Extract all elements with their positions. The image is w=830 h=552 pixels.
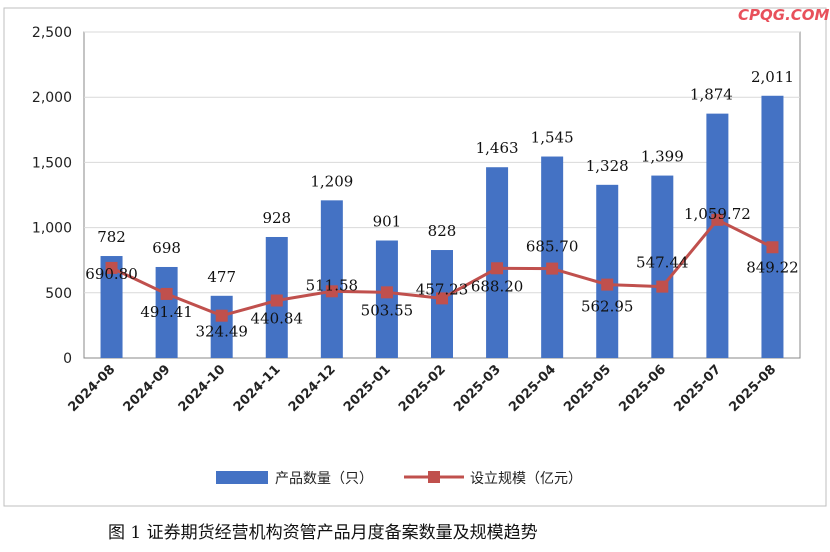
- line-marker: [270, 294, 283, 307]
- line-marker: [491, 262, 504, 275]
- bar-value-label: 698: [152, 239, 181, 257]
- bar-value-label: 782: [97, 228, 126, 246]
- x-tick-label: 2025-02: [396, 362, 449, 415]
- y-tick-label: 1,500: [32, 155, 72, 171]
- line-value-label: 685.70: [526, 238, 579, 256]
- line-value-label: 457.23: [416, 280, 469, 298]
- grid-lines: [3, 7, 827, 507]
- line-marker: [656, 280, 669, 293]
- line-marker: [711, 213, 724, 226]
- legend-line-label: 设立规模（亿元）: [470, 471, 582, 487]
- line-value-label: 547.44: [636, 254, 689, 272]
- bar-value-label: 901: [373, 213, 402, 231]
- line-marker: [436, 292, 448, 305]
- bar-value-label: 1,545: [531, 129, 574, 147]
- legend-line-marker: [428, 471, 440, 483]
- line-marker: [160, 287, 173, 300]
- bar: [375, 240, 398, 358]
- line-value-label: 324.49: [195, 323, 248, 341]
- x-tick-label: 2025-07: [671, 362, 724, 415]
- bar: [651, 175, 674, 358]
- x-tick-label: 2025-04: [506, 362, 559, 415]
- y-axis-ticks: 0 500 1,000 1,500 2,000 2,500: [32, 25, 72, 367]
- bar: [541, 156, 564, 358]
- line-marker: [546, 262, 559, 275]
- line-marker: [380, 286, 393, 299]
- bar: [596, 184, 619, 358]
- x-tick-label: 2025-01: [341, 362, 394, 415]
- line-value-label: 511.58: [306, 276, 359, 294]
- bar: [761, 95, 784, 359]
- line-series: [105, 213, 779, 322]
- line-marker: [601, 278, 614, 291]
- line-value-label: 503.55: [361, 301, 414, 319]
- x-tick-label: 2024-08: [66, 362, 119, 415]
- bar-value-label: 1,328: [586, 157, 629, 175]
- bar-value-label: 1,209: [310, 172, 353, 190]
- line-value-label: 688.20: [471, 277, 524, 295]
- line-value-label: 1,059.72: [684, 205, 751, 223]
- legend: 产品数量（只） 设立规模（亿元）: [216, 471, 582, 487]
- x-tick-label: 2025-08: [726, 362, 779, 415]
- x-tick-label: 2024-12: [286, 362, 339, 415]
- x-axis-ticks: 2024-08 2024-09 2024-10 2024-11 2024-12 2025-…: [66, 362, 780, 415]
- x-tick-label: 2025-03: [451, 362, 504, 415]
- x-tick-label: 2025-06: [616, 362, 669, 415]
- bar-value-label: 828: [428, 222, 457, 240]
- bar: [706, 113, 729, 358]
- line-marker: [766, 241, 779, 254]
- line-value-label: 690.80: [85, 265, 138, 283]
- line-marker: [215, 309, 228, 322]
- chart-border: [3, 7, 827, 507]
- line-value-label: 440.84: [251, 310, 304, 328]
- x-tick-label: 2024-11: [231, 362, 284, 415]
- line-value-label: 562.95: [581, 298, 634, 316]
- watermark-text: CPQG.COM: [738, 6, 830, 24]
- y-tick-label: 500: [45, 286, 72, 302]
- bar-value-label: 1,399: [641, 148, 684, 166]
- data-labels: 782 698 477 928 1,209 901 828 1,463 1,545 1,328 1,…: [85, 68, 798, 341]
- x-tick-label: 2025-05: [561, 362, 614, 415]
- line-marker: [325, 285, 338, 298]
- bar: [100, 256, 123, 358]
- x-tick-label: 2024-10: [176, 362, 229, 415]
- y-tick-label: 2,500: [32, 25, 72, 41]
- y-tick-label: 0: [63, 351, 72, 367]
- bar-value-label: 1,874: [690, 86, 733, 104]
- legend-bar-label: 产品数量（只）: [275, 471, 373, 487]
- figure-caption: 图 1 证券期货经营机构资管产品月度备案数量及规模趋势: [108, 523, 538, 543]
- bar-value-label: 477: [207, 268, 236, 286]
- bar-value-label: 928: [262, 209, 291, 227]
- bar: [320, 200, 343, 358]
- line-value-label: 849.22: [746, 258, 799, 276]
- bar-value-label: 1,463: [476, 139, 519, 157]
- line-value-label: 491.41: [140, 303, 193, 321]
- y-tick-label: 2,000: [32, 90, 72, 106]
- bar-value-label: 2,011: [751, 68, 794, 86]
- legend-bar-swatch: [216, 471, 268, 484]
- line-marker: [105, 261, 118, 274]
- y-tick-label: 1,000: [32, 221, 72, 237]
- x-tick-label: 2024-09: [121, 362, 174, 415]
